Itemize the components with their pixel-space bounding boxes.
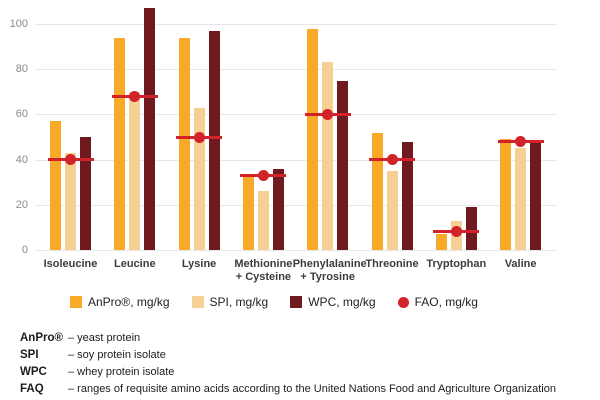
- bar-spi: [129, 91, 141, 250]
- bar-anpro: [178, 37, 190, 250]
- fao-dot: [257, 169, 269, 181]
- category-label: Threonine: [365, 258, 419, 270]
- fao-dot: [322, 108, 334, 120]
- footnote-definition: – ranges of requisite amino acids accord…: [68, 383, 556, 395]
- chart-legend: AnPro®, mg/kg SPI, mg/kg WPC, mg/kg FAO,…: [70, 295, 478, 309]
- footnote-term: WPC: [20, 366, 47, 378]
- y-tick-label: 80: [15, 63, 28, 76]
- spi-swatch-icon: [191, 296, 204, 308]
- category-label: Phenylalanine + Tyrosine: [292, 258, 367, 283]
- bar-wpc: [208, 30, 220, 250]
- legend-label-anpro: AnPro®, mg/kg: [88, 295, 170, 309]
- anpro-swatch-icon: [70, 296, 82, 308]
- bar-wpc: [80, 137, 91, 250]
- bar-anpro: [307, 28, 319, 250]
- category-label: Methionine + Cysteine: [234, 258, 293, 283]
- bar-spi: [515, 148, 527, 250]
- fao-dot: [450, 226, 462, 238]
- footnotes: AnPro® – yeast protein SPI – soy protein…: [20, 330, 595, 398]
- fao-dot-icon: [397, 296, 409, 308]
- gridline-40: [35, 159, 557, 161]
- category-label: Leucine: [114, 258, 156, 270]
- legend-item-wpc: WPC, mg/kg: [290, 295, 376, 309]
- footnote-term: AnPro®: [20, 332, 63, 344]
- bar-spi: [193, 107, 205, 250]
- footnote-row-anpro: AnPro® – yeast protein: [20, 330, 595, 347]
- footnote-row-faq: FAQ – ranges of requisite amino acids ac…: [20, 381, 595, 398]
- legend-item-spi: SPI, mg/kg: [191, 295, 269, 309]
- y-tick-label: 0: [21, 244, 28, 256]
- gridline-100: [35, 24, 557, 25]
- bar-spi: [386, 170, 398, 250]
- bar-wpc: [144, 8, 156, 250]
- legend-label-spi: SPI, mg/kg: [209, 295, 269, 309]
- footnote-term: SPI: [20, 349, 39, 361]
- bar-wpc: [272, 168, 284, 250]
- fao-dot: [515, 136, 527, 147]
- y-tick-label: 60: [15, 108, 28, 121]
- bar-spi: [65, 152, 76, 250]
- footnote-definition: – soy protein isolate: [68, 349, 166, 361]
- plot-area: 0 20 40 60 80 100 Isoleucine Leucine Lysine Methi…: [9, 8, 557, 283]
- category-label: Valine: [504, 258, 537, 270]
- gridline-0: [35, 250, 557, 251]
- footnote-row-spi: SPI – soy protein isolate: [20, 347, 595, 364]
- fao-dot: [129, 90, 141, 102]
- bar-anpro: [242, 175, 254, 250]
- legend-label-fao: FAO, mg/kg: [414, 295, 478, 309]
- bar-anpro: [371, 132, 383, 250]
- bar-anpro: [114, 37, 126, 250]
- footnote-row-wpc: WPC – whey protein isolate: [20, 364, 595, 381]
- legend-item-anpro: AnPro®, mg/kg: [70, 295, 170, 309]
- bar-spi: [322, 62, 334, 250]
- footnote-definition: – yeast protein: [68, 332, 141, 344]
- bar-anpro: [500, 139, 512, 250]
- bar-anpro: [50, 121, 61, 250]
- bar-wpc: [530, 141, 542, 250]
- gridline-20: [35, 204, 557, 206]
- y-tick-label: 40: [15, 153, 28, 166]
- gridline-80: [35, 69, 557, 71]
- y-tick-label: 20: [15, 198, 28, 211]
- bar-anpro: [435, 234, 447, 250]
- fao-dot: [386, 154, 398, 166]
- category-label: Isoleucine: [43, 258, 98, 270]
- bar-wpc: [337, 80, 349, 250]
- y-tick-label: 100: [9, 18, 28, 30]
- bar-wpc: [401, 141, 413, 250]
- footnote-definition: – whey protein isolate: [68, 366, 175, 378]
- bar-spi: [257, 191, 269, 250]
- wpc-swatch-icon: [290, 296, 303, 308]
- legend-item-fao: FAO, mg/kg: [397, 295, 478, 309]
- legend-label-wpc: WPC, mg/kg: [308, 295, 376, 309]
- gridline-60: [35, 114, 557, 116]
- category-label: Lysine: [181, 258, 217, 270]
- fao-dot: [193, 131, 205, 143]
- category-label: Tryptophan: [426, 258, 487, 270]
- fao-dot: [65, 154, 76, 166]
- footnote-term: FAQ: [20, 383, 44, 395]
- bar-wpc: [465, 207, 477, 250]
